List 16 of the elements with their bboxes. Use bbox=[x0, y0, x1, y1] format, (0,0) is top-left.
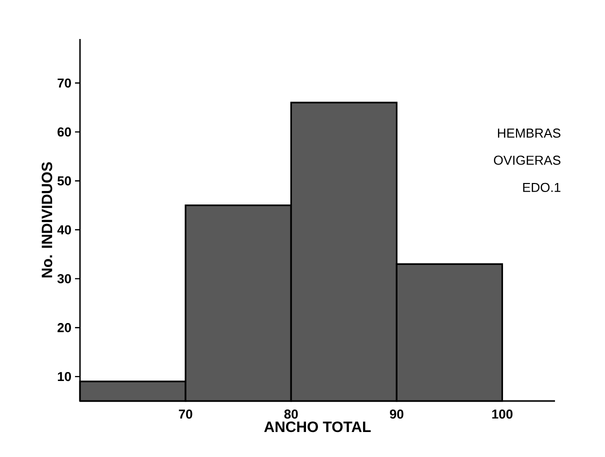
annotation: HEMBRAS bbox=[498, 128, 560, 138]
y-tick-label: 70 bbox=[58, 78, 71, 88]
y-tick-label: 20 bbox=[58, 323, 71, 332]
y-tick-label: 40 bbox=[57, 225, 71, 234]
x-tick-label: 80 bbox=[284, 410, 298, 419]
x-tick-label: 100 bbox=[492, 410, 512, 419]
y-axis-title: No. INDIVIDUOS bbox=[42, 162, 52, 278]
y-tick-label: 30 bbox=[57, 274, 71, 284]
y-tick-label: 60 bbox=[58, 127, 71, 137]
x-tick-label: 90 bbox=[390, 410, 404, 419]
y-tick-label: 50 bbox=[58, 176, 71, 186]
x-tick-label: 70 bbox=[178, 410, 192, 419]
y-tick-label: 10 bbox=[58, 372, 71, 382]
annotation: EDO.1 bbox=[523, 182, 560, 192]
x-axis-title: ANCHO TOTAL bbox=[264, 422, 371, 432]
annotation: OVIGERAS bbox=[494, 156, 560, 165]
